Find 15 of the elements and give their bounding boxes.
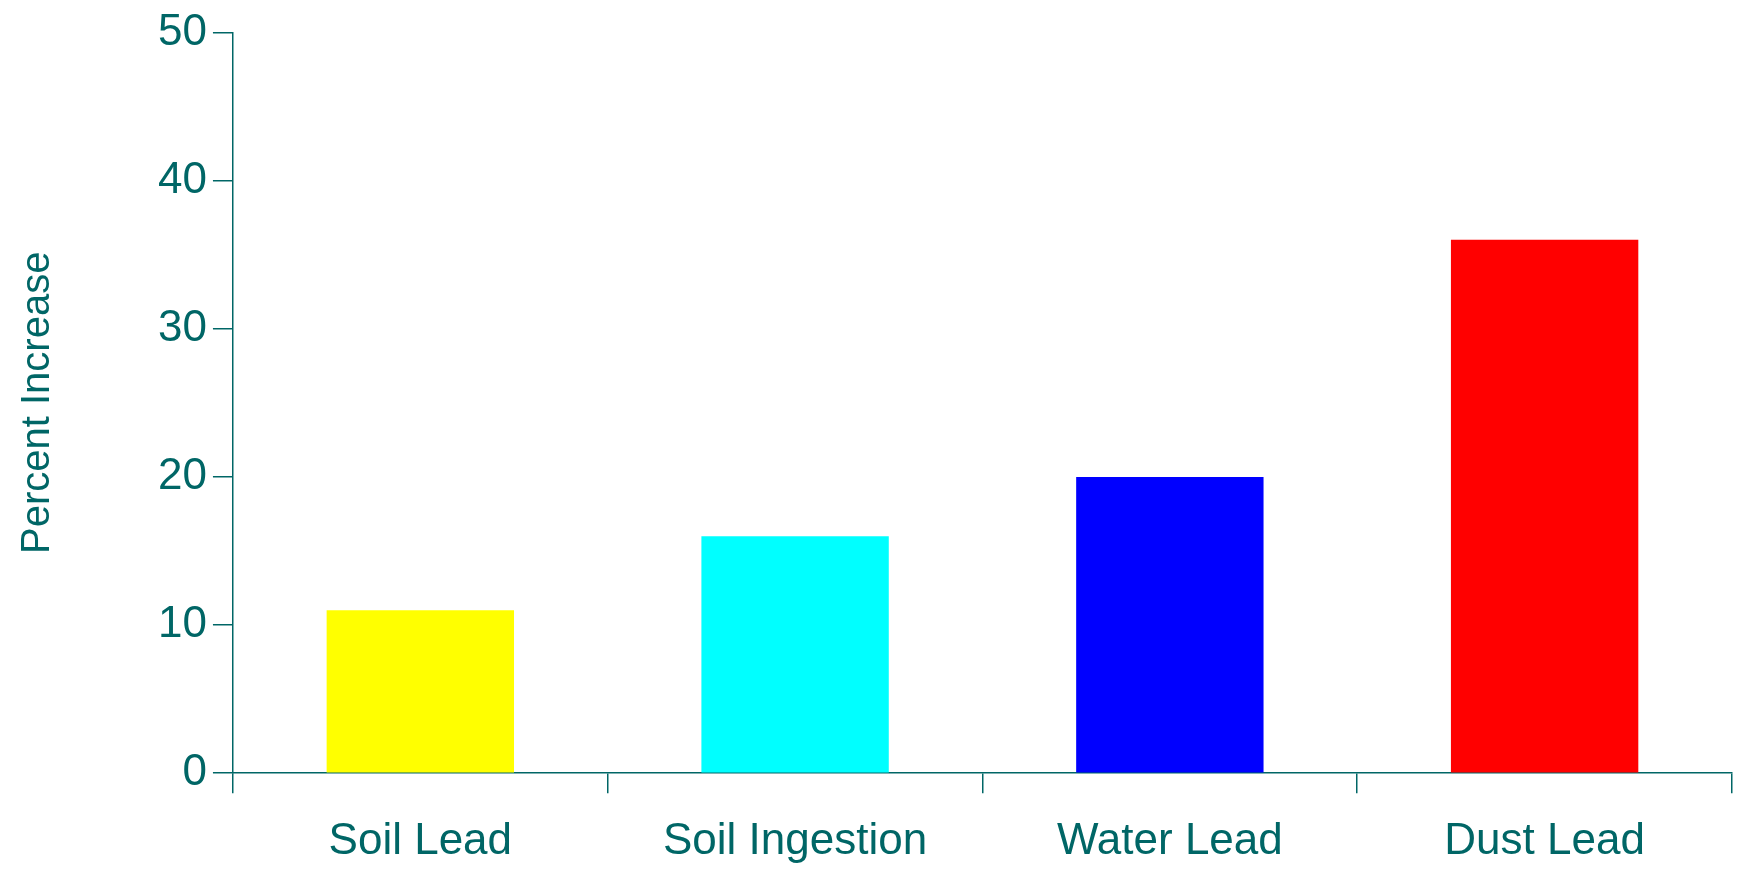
y-tick-label: 30 [157,300,207,350]
x-tick-label: Water Lead [1056,813,1283,863]
y-tick-label: 20 [157,449,207,499]
y-tick-label: 40 [157,152,207,202]
bar [1076,476,1264,773]
x-tick-label: Dust Lead [1444,813,1645,863]
y-tick-label: 10 [157,597,207,647]
y-axis-title: Percent Increase [13,251,58,554]
y-tick-label: 0 [182,745,207,795]
x-tick-label: Soil Ingestion [663,813,928,863]
bar [701,536,889,773]
bar [1450,239,1639,773]
bar [326,610,515,773]
x-tick-label: Soil Lead [328,813,513,863]
y-tick-label: 50 [157,4,207,54]
